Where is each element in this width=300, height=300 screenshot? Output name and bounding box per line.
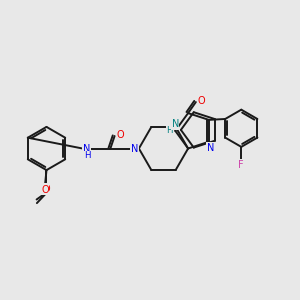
Text: N: N [172, 119, 179, 129]
Text: O: O [197, 96, 205, 106]
Text: N: N [131, 143, 138, 154]
Text: O: O [41, 184, 49, 195]
Text: N: N [207, 143, 214, 153]
Text: F: F [238, 160, 244, 170]
Text: H: H [167, 126, 173, 135]
Text: O: O [116, 130, 124, 140]
Text: O: O [43, 184, 50, 194]
Text: N: N [83, 144, 90, 154]
Text: H: H [84, 152, 90, 160]
